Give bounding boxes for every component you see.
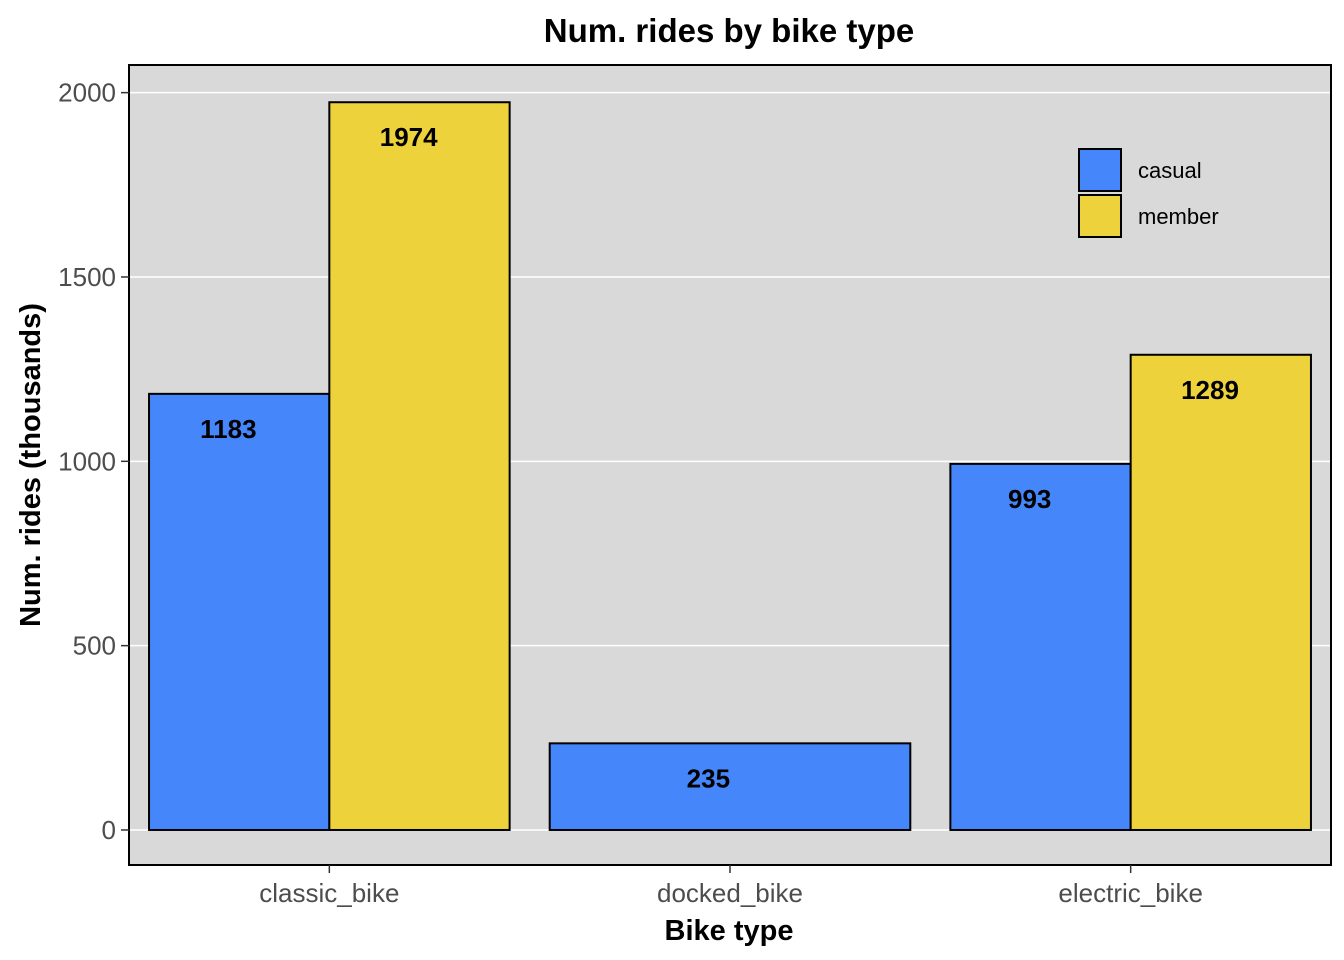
y-tick-label: 1500 bbox=[58, 262, 116, 292]
legend: casual member bbox=[1078, 148, 1219, 238]
bar-classic_bike-member bbox=[328, 101, 511, 831]
y-tick-label: 1000 bbox=[58, 446, 116, 476]
x-axis: classic_bike docked_bike electric_bike bbox=[259, 865, 1203, 908]
y-tick-label: 0 bbox=[102, 815, 116, 845]
data-label: 993 bbox=[1008, 484, 1051, 514]
y-tick-label: 500 bbox=[73, 631, 116, 661]
y-tick-label: 2000 bbox=[58, 78, 116, 108]
x-axis-title: Bike type bbox=[665, 915, 794, 947]
data-label: 1183 bbox=[200, 414, 256, 444]
bar-electric_bike-member bbox=[1129, 353, 1312, 831]
x-tick-label: classic_bike bbox=[259, 878, 399, 908]
data-label: 235 bbox=[687, 763, 730, 793]
y-axis-title: Num. rides (thousands) bbox=[15, 303, 47, 627]
legend-label-casual: casual bbox=[1138, 158, 1202, 183]
legend-swatch-casual bbox=[1078, 148, 1122, 192]
x-tick-label: electric_bike bbox=[1058, 878, 1203, 908]
x-tick-label: docked_bike bbox=[657, 878, 803, 908]
y-axis: 0 500 1000 1500 2000 bbox=[58, 78, 129, 845]
chart-title: Num. rides by bike type bbox=[544, 12, 914, 49]
legend-label-member: member bbox=[1138, 204, 1219, 229]
data-labels: 1183 1974 235 993 1289 bbox=[200, 122, 1239, 793]
data-label: 1289 bbox=[1181, 375, 1239, 405]
data-label: 1974 bbox=[380, 122, 438, 152]
legend-swatch-member bbox=[1078, 194, 1122, 238]
bars bbox=[148, 101, 1312, 831]
bar-docked_bike-casual bbox=[548, 742, 912, 831]
bar-electric_bike-casual bbox=[949, 462, 1132, 831]
bar-classic_bike-casual bbox=[148, 392, 331, 831]
